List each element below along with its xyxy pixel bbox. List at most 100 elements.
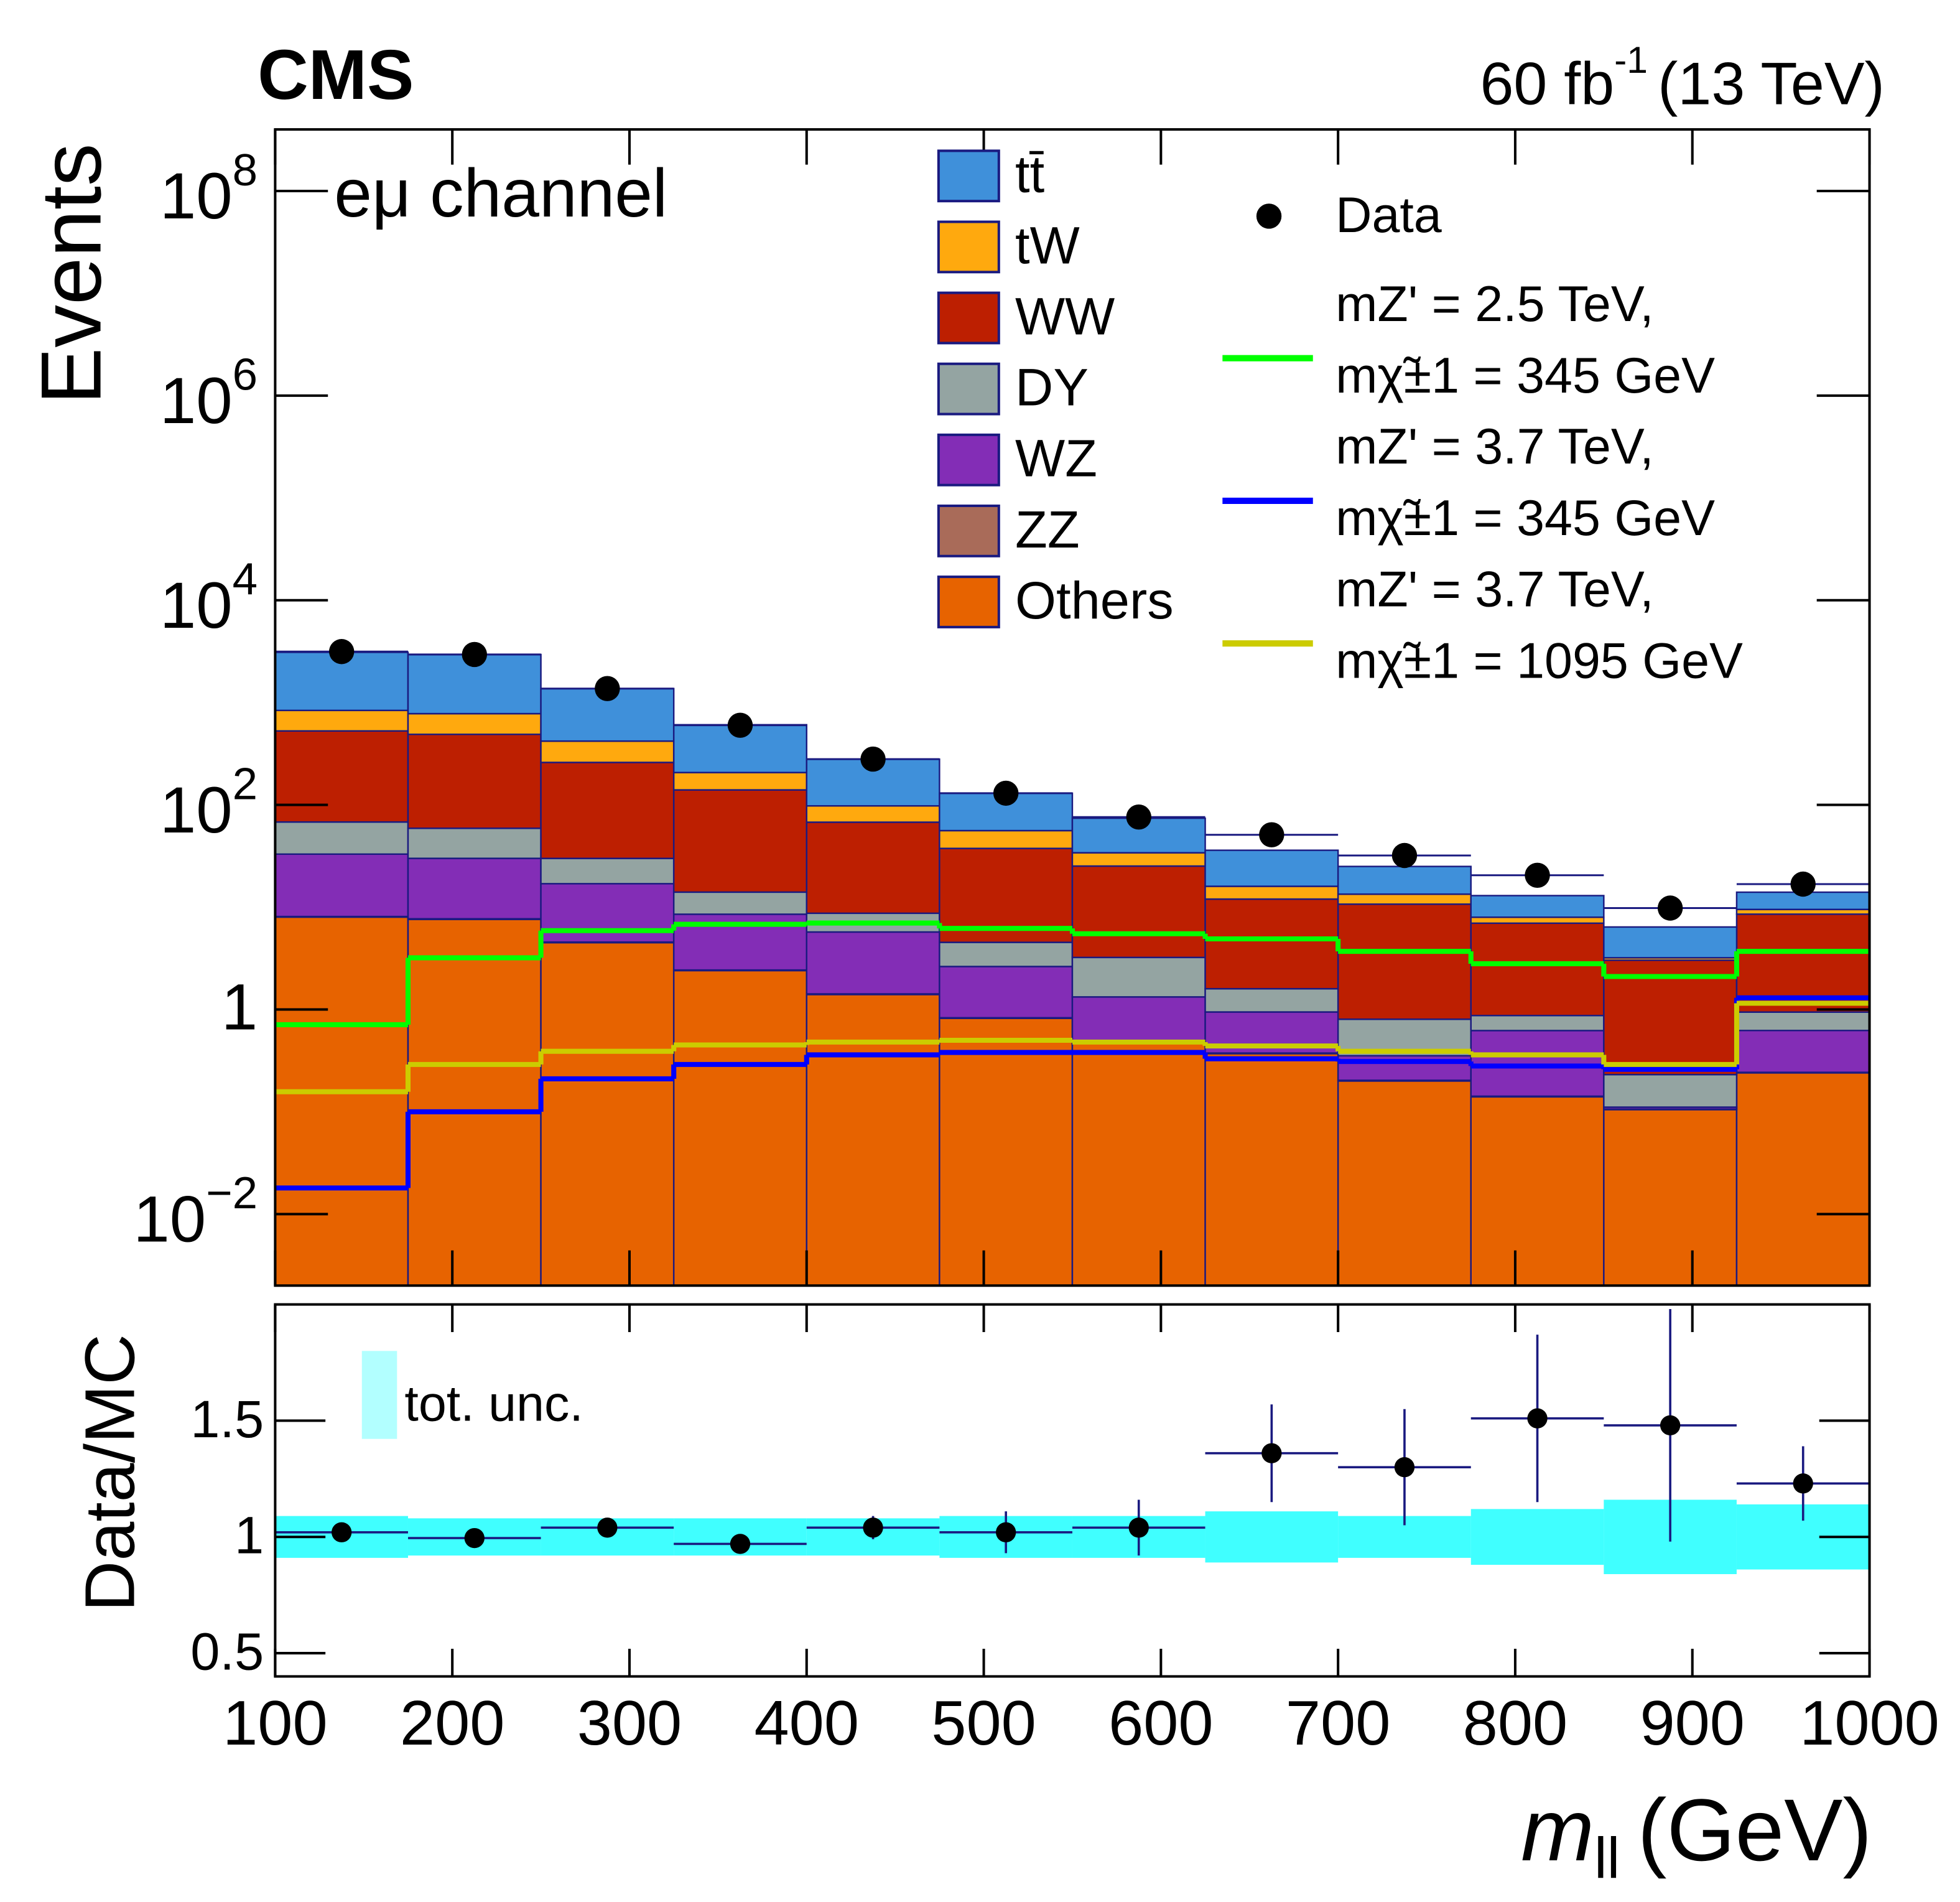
legend-label: DY [1015,358,1089,417]
plot-frame [274,128,1871,1287]
y-tick-base: 10 [160,365,233,437]
x-tick-label: 900 [1640,1689,1745,1758]
legend-label: tW [1015,215,1080,274]
legend-label: WW [1015,286,1115,345]
legend-swatch [937,291,1000,345]
ratio-point [1527,1408,1548,1429]
bar-segment [1204,849,1339,887]
y-axis-title: Data/MC [71,1334,149,1611]
legend-swatch [937,576,1000,628]
legend-swatch [937,220,1000,274]
x-axis-title: mll (GeV) [1521,1781,1872,1890]
y-tick-label: 1.5 [190,1389,264,1448]
data-point [1657,895,1683,921]
y-tick-exponent: 6 [233,350,258,400]
y-tick-exponent: −2 [206,1168,258,1218]
ratio-point [597,1517,618,1538]
bar-segment [672,772,807,791]
data-point [1525,862,1550,888]
ratio-point [863,1517,883,1538]
bar-segment [274,730,409,823]
bar-segment [672,969,807,1287]
bar-segment [1470,916,1605,925]
bar-segment [1470,922,1605,1017]
y-tick-base: 10 [160,774,233,847]
y-tick-exponent: 2 [233,759,258,809]
x-tick-label: 300 [577,1689,682,1758]
bar-segment [540,857,675,885]
bar-segment [806,994,941,1287]
ratio-point [1261,1443,1282,1463]
bar-segment [672,891,807,915]
bar-segment [1337,1080,1472,1287]
bar-segment [939,941,1074,967]
ratio-point [1793,1473,1813,1494]
data-point [860,746,886,772]
uncertainty-band [1205,1511,1339,1563]
data-point [727,712,753,738]
data-point [993,780,1019,806]
legend-label: ZZ [1015,500,1080,559]
y-tick-label: 108 [160,145,258,233]
ratio-point [1394,1457,1415,1478]
bar-segment [1470,1096,1605,1287]
ratio-point [1660,1415,1681,1436]
x-axis-symbol: m [1521,1781,1594,1879]
bar-segment [1204,898,1339,990]
bar-segment [806,931,941,995]
bar-segment [407,827,542,859]
legend-label: tot. unc. [404,1376,583,1432]
data-point [1259,822,1284,847]
x-tick-label: 400 [755,1689,860,1758]
bar-segment [1735,1011,1870,1032]
ratio-plot: 0.5 1 1.5 100 200 300 400 500 600 700 800 900 1000 to… [71,1303,1939,1890]
luminosity-exponent: -1 [1614,39,1648,81]
legend-swatch [937,433,1000,487]
y-axis-title: Events [24,143,119,404]
bar-segment [407,857,542,920]
legend-swatch [937,504,1000,557]
y-tick-base: 10 [160,160,233,233]
data-point [1790,871,1816,897]
data-point [328,639,355,664]
ratio-point [730,1534,751,1554]
energy-label: (13 TeV) [1658,49,1885,117]
data-point [462,641,487,668]
bar-segment [1337,865,1472,895]
y-tick-label: 0.5 [190,1622,264,1681]
legend-label: Data [1335,187,1442,243]
bar-segment [1470,895,1605,918]
bar-segment [274,853,409,918]
x-tick-label: 500 [931,1689,1036,1758]
bar-segment [1470,1015,1605,1032]
bar-segment [1735,1030,1870,1073]
bar-segment [806,821,941,915]
bar-segment [407,712,542,735]
bar-segment [1071,996,1206,1042]
x-tick-label: 1000 [1800,1689,1939,1758]
ratio-point [332,1522,352,1542]
bar-segment [1337,903,1472,1020]
x-tick-label: 700 [1286,1689,1391,1758]
legend-label: tt̄ [1015,144,1044,203]
bar-segment [939,1017,1074,1287]
bar-segment [939,966,1074,1019]
y-tick-base: 10 [160,569,233,642]
x-axis-unit: (GeV) [1638,1781,1872,1879]
experiment-label: CMS [258,35,414,114]
bar-segment [274,916,409,1287]
overlay: CMS 60 fb-1 (13 TeV) eμ channel Events tt̄ tW W… [24,35,1885,689]
bar-segment [1470,1030,1605,1098]
bar-segment [1603,1073,1738,1108]
legend-label: mZ' = 3.7 TeV, mχ̃±1 = 345 GeV [1335,419,1715,546]
legend-label: mZ' = 2.5 TeV, mχ̃±1 = 345 GeV [1335,276,1715,404]
bar-segment [540,740,675,763]
bar-segment [1603,959,1738,1076]
x-tick-label: 100 [223,1689,327,1758]
y-tick-label: 1 [235,1506,264,1565]
bar-segment [1204,987,1339,1013]
plot-frame [274,1303,1871,1678]
channel-label: eμ channel [334,156,667,231]
bar-segment [540,941,675,1287]
